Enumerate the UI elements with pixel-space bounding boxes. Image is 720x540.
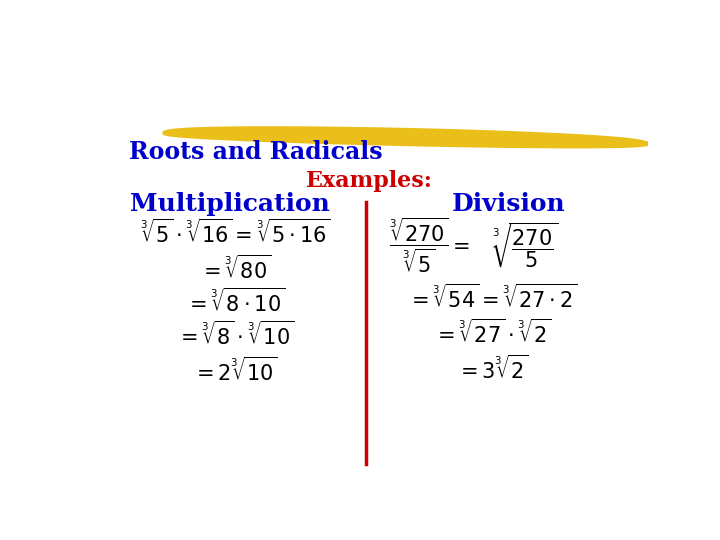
- Text: Examples:: Examples:: [305, 170, 433, 192]
- Text: $= \sqrt[3]{8} \cdot \sqrt[3]{10}$: $= \sqrt[3]{8} \cdot \sqrt[3]{10}$: [176, 321, 294, 349]
- Text: Division: Division: [451, 192, 565, 216]
- Text: $= \sqrt[3]{8 \cdot 10}$: $= \sqrt[3]{8 \cdot 10}$: [185, 288, 285, 316]
- Polygon shape: [163, 126, 648, 149]
- Text: $\sqrt[3]{5} \cdot \sqrt[3]{16} = \sqrt[3]{5 \cdot 16}$: $\sqrt[3]{5} \cdot \sqrt[3]{16} = \sqrt[…: [140, 219, 330, 247]
- Text: $= 2\sqrt[3]{10}$: $= 2\sqrt[3]{10}$: [192, 356, 278, 384]
- Text: $= \sqrt[3]{54} = \sqrt[3]{27 \cdot 2}$: $= \sqrt[3]{54} = \sqrt[3]{27 \cdot 2}$: [407, 284, 577, 312]
- Text: $\dfrac{\sqrt[3]{270}}{\sqrt[3]{5}}$: $\dfrac{\sqrt[3]{270}}{\sqrt[3]{5}}$: [390, 216, 449, 275]
- Text: $= 3\sqrt[3]{2}$: $= 3\sqrt[3]{2}$: [456, 354, 528, 382]
- Text: $= \sqrt[3]{80}$: $= \sqrt[3]{80}$: [199, 254, 271, 283]
- Text: $= \sqrt[3]{27} \cdot \sqrt[3]{2}$: $= \sqrt[3]{27} \cdot \sqrt[3]{2}$: [433, 319, 551, 347]
- Text: $\sqrt[3]{\dfrac{270}{5}}$: $\sqrt[3]{\dfrac{270}{5}}$: [492, 221, 559, 271]
- Text: Roots and Radicals: Roots and Radicals: [129, 140, 383, 164]
- Text: Multiplication: Multiplication: [130, 192, 330, 216]
- Text: $=$: $=$: [448, 236, 469, 255]
